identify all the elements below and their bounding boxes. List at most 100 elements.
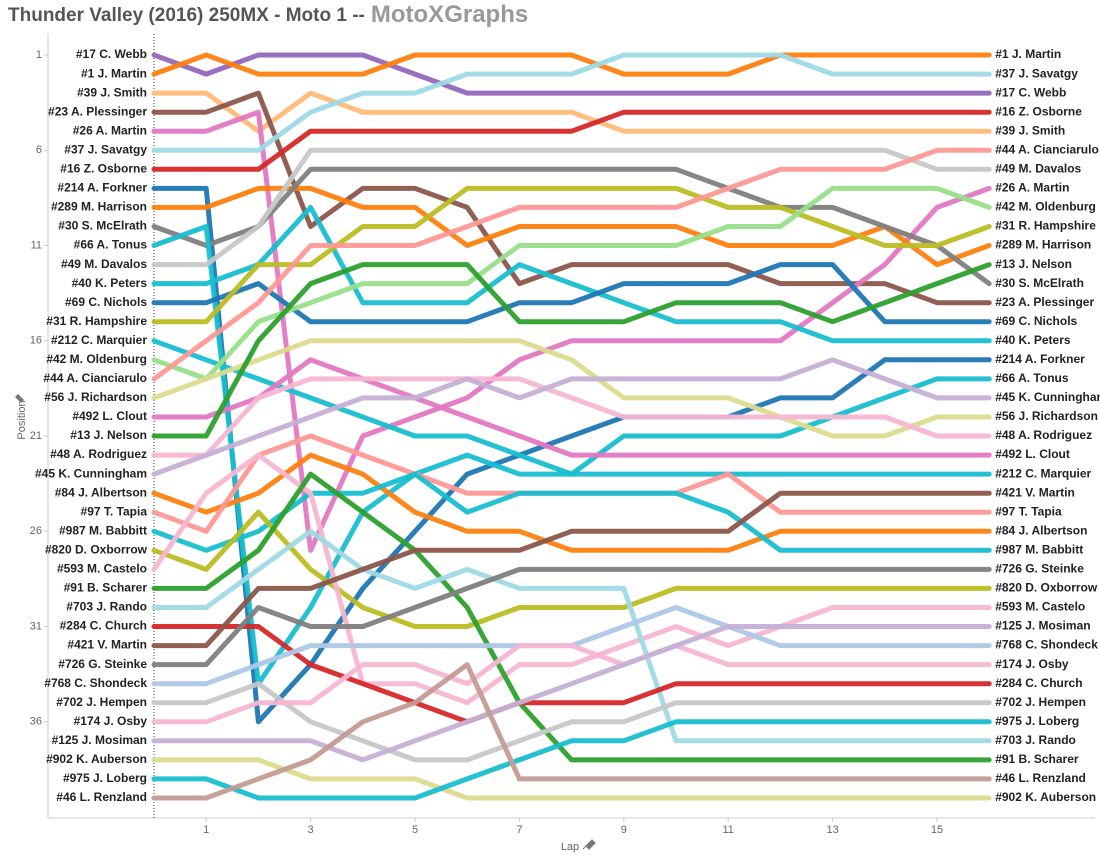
finish-label: #703 J. Rando: [995, 733, 1076, 747]
y-tick-label: 16: [30, 335, 42, 347]
rider-line: [151, 52, 992, 96]
rider-line: [151, 528, 992, 744]
start-label: #45 K. Cunningham: [35, 466, 147, 480]
rider-line: [151, 624, 992, 763]
start-label: #212 C. Marquier: [51, 333, 147, 347]
finish-label: #16 Z. Osborne: [995, 104, 1082, 118]
x-tick-label: 11: [722, 824, 733, 836]
start-label: #703 J. Rando: [66, 600, 147, 614]
finish-label: #44 A. Cianciarulo: [995, 142, 1099, 156]
finish-label: #23 A. Plessinger: [995, 295, 1094, 309]
finish-label: #40 K. Peters: [995, 333, 1071, 347]
start-label: #31 R. Hampshire: [46, 314, 147, 328]
start-label: #66 A. Tonus: [74, 238, 148, 252]
rider-line: [151, 338, 992, 477]
start-label: #768 C. Shondeck: [44, 676, 147, 690]
rider-line: [151, 624, 992, 725]
start-label: #91 B. Scharer: [64, 581, 148, 595]
start-label: #125 J. Mosiman: [52, 733, 147, 747]
start-label: #46 L. Renzland: [56, 790, 147, 804]
y-tick-label: 31: [30, 620, 42, 632]
x-tick-label: 3: [308, 824, 314, 836]
finish-label: #174 J. Osby: [995, 657, 1069, 671]
rider-line: [151, 357, 992, 458]
y-tick-label: 6: [36, 144, 42, 156]
start-label: #987 M. Babbitt: [59, 523, 147, 537]
finish-label: #702 J. Hempen: [995, 695, 1086, 709]
finish-label: #214 A. Forkner: [995, 352, 1085, 366]
rider-line: [151, 376, 992, 458]
x-tick-label: 1: [203, 824, 209, 836]
start-label: #421 V. Martin: [67, 638, 147, 652]
start-label: #84 J. Albertson: [55, 485, 147, 499]
rider-line: [151, 204, 992, 344]
start-label: #702 J. Hempen: [56, 695, 147, 709]
start-label: #97 T. Tapia: [81, 504, 148, 518]
finish-label: #492 L. Clout: [995, 447, 1070, 461]
rider-line: [151, 185, 992, 725]
y-tick-label: 11: [31, 239, 42, 251]
rider-line: [151, 52, 992, 153]
finish-label: #902 K. Auberson: [995, 790, 1096, 804]
start-label: #30 S. McElrath: [58, 219, 147, 233]
finish-label: #42 M. Oldenburg: [995, 200, 1096, 214]
start-label: #40 K. Peters: [72, 276, 148, 290]
x-tick-label: 5: [412, 824, 418, 836]
x-axis-label: Lap: [561, 841, 579, 853]
rider-line: [151, 90, 992, 134]
y-tick-label: 1: [36, 49, 42, 61]
start-label: #56 J. Richardson: [44, 390, 147, 404]
start-label: #284 C. Church: [60, 619, 147, 633]
start-label: #1 J. Martin: [81, 66, 147, 80]
y-axis-label: Position: [16, 400, 28, 439]
brand: MotoXGraphs: [371, 1, 528, 28]
rider-line: [151, 471, 992, 553]
rider-line: [151, 490, 992, 649]
finish-label: #820 D. Oxborrow: [995, 581, 1098, 595]
finish-label: #1 J. Martin: [995, 47, 1061, 61]
start-label: #975 J. Loberg: [63, 771, 147, 785]
start-label: #726 G. Steinke: [58, 657, 147, 671]
finish-label: #284 C. Church: [995, 676, 1082, 690]
start-label: #16 Z. Osborne: [60, 162, 147, 176]
finish-label: #46 L. Renzland: [995, 771, 1086, 785]
finish-label: #45 K. Cunningham: [995, 390, 1100, 404]
rider-line: [151, 185, 992, 382]
rider-line: [151, 338, 992, 439]
rider-line: [151, 566, 992, 668]
start-label: #42 M. Oldenburg: [46, 352, 147, 366]
finish-label: #289 M. Harrison: [995, 238, 1091, 252]
start-label: #17 C. Webb: [76, 47, 147, 61]
finish-label: #37 J. Savatgy: [995, 66, 1078, 80]
series-lines: [151, 52, 992, 801]
finish-label: #84 J. Albertson: [995, 523, 1087, 537]
start-label: #289 M. Harrison: [51, 200, 147, 214]
pin-icon: [15, 394, 24, 403]
rider-line: [151, 262, 992, 439]
finish-label: #975 J. Loberg: [995, 714, 1079, 728]
finish-label: #39 J. Smith: [995, 123, 1065, 137]
finish-label: #125 J. Mosiman: [995, 619, 1090, 633]
y-tick-label: 21: [30, 430, 42, 442]
rider-line: [151, 509, 992, 629]
finish-label: #212 C. Marquier: [995, 466, 1091, 480]
rider-line: [151, 662, 992, 801]
y-tick-label: 26: [30, 525, 42, 537]
start-label: #69 C. Nichols: [65, 295, 147, 309]
rider-line: [151, 471, 992, 763]
finish-label: #56 J. Richardson: [995, 409, 1098, 423]
rider-line: [151, 681, 992, 763]
rider-line: [151, 166, 992, 287]
rider-line: [151, 109, 992, 553]
rider-line: [151, 357, 992, 477]
rider-line: [151, 719, 992, 801]
start-label: #44 A. Cianciarulo: [43, 371, 147, 385]
start-label: #820 D. Oxborrow: [45, 542, 148, 556]
finish-label: #593 M. Castelo: [995, 600, 1085, 614]
rider-line: [151, 643, 992, 725]
start-label: #49 M. Davalos: [61, 257, 147, 271]
finish-label: #69 C. Nichols: [995, 314, 1077, 328]
start-label: #26 A. Martin: [73, 123, 147, 137]
finish-label: #31 R. Hampshire: [995, 219, 1096, 233]
